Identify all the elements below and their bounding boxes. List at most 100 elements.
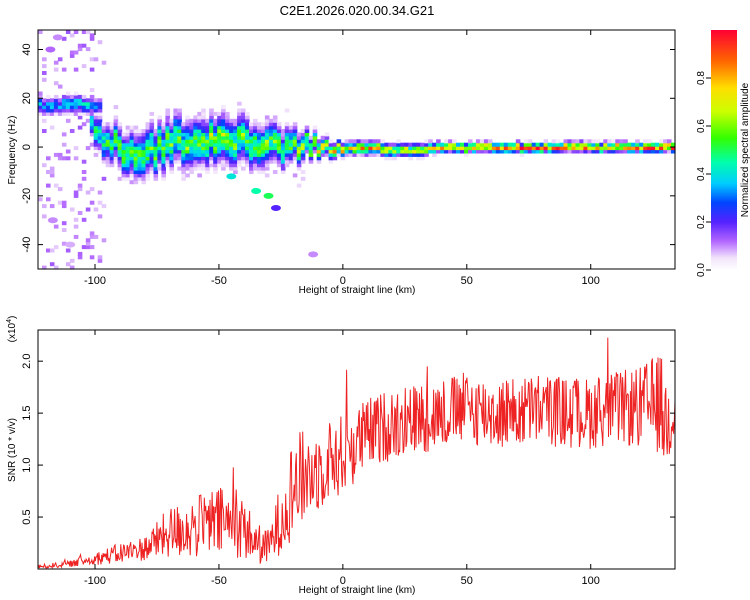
spectrogram-cell [308,156,314,161]
spectrogram-cell [89,108,95,113]
spectrogram-cell [555,142,561,147]
spectrogram-cell [89,118,95,123]
spectrogram-cell [61,156,67,161]
spectrogram-cell [551,149,557,154]
spectrogram-cell [428,142,433,147]
spectrogram-cell [85,190,91,195]
spectrogram-cell [38,111,43,116]
spectrogram-cell [647,149,652,154]
spectrogram-cell [257,132,262,137]
spectrogram-cell [663,146,668,151]
spectrogram-cell [288,125,294,130]
spectrogram-cell [631,149,636,154]
spectrogram-cell [201,118,206,123]
spectrogram-cell [372,146,377,151]
spectrogram-cell [117,125,123,130]
spectrogram-cell [436,149,441,154]
spectrogram-cell [121,163,127,168]
spectrogram-cell [587,139,592,144]
spectrogram-cell [300,156,306,161]
spectrogram-cell [213,156,218,161]
spectrogram-cell [332,152,338,157]
spectrogram-cell [53,265,59,270]
spectrogram-cell [177,166,182,171]
spectrogram-cell [117,132,123,137]
spectrogram-cell [579,146,584,151]
spectrogram-cell [264,159,270,164]
spectrogram-cell [344,152,350,157]
spectrogram-cell [97,125,103,130]
spectrogram-cell [61,108,67,113]
spectrogram-cell [61,94,67,99]
spectrogram-cell [340,156,346,161]
spectrogram-cell [257,163,262,168]
snr-x-tick-label: -100 [84,575,106,587]
spectrogram-cell [567,146,573,151]
spectrogram-cell [567,142,573,147]
spectrogram-cell [53,152,59,157]
spectrogram-cell [69,111,75,116]
spectrogram-cell [237,118,242,123]
spectrogram-cell [177,125,182,130]
spectrogram-y-tick-label: -20 [21,188,33,204]
spectrogram-cell [137,159,143,164]
spectrogram-cell [145,159,151,164]
spectrogram-cell [619,139,624,144]
spectrogram-cell [328,159,334,164]
spectrogram-cell [165,159,170,164]
spectrogram-cell [436,146,441,151]
spectrogram-cell [424,146,429,151]
spectrogram-cell [253,142,258,147]
spectrogram-cell [38,105,43,110]
spectrogram-cell [647,146,652,151]
spectrogram-cell [173,152,178,157]
spectrogram-cell [81,43,87,48]
spectrogram-cell [531,142,537,147]
spectrogram-cell [193,159,198,164]
spectrogram-cell [101,238,107,243]
colorbar-ticks: 0.0 0.2 0.4 0.6 0.8 [696,71,711,277]
spectrogram-cell [233,159,238,164]
spectrogram-cell [260,142,266,147]
spectrogram-cell [89,33,95,38]
spectrogram-cell [543,139,549,144]
spectrogram-cell [125,166,131,171]
spectrogram-cell [468,139,473,144]
spectrogram-cell [651,149,656,154]
spectrogram-cell [495,149,501,154]
spectrogram-cell [245,159,250,164]
spectrogram-cell [193,146,198,151]
spectrogram-cell [137,176,143,181]
spectrogram-cell [97,105,103,110]
spectrogram-cell [237,129,242,134]
spectrogram-cell [85,30,91,35]
spectrogram-cell [464,142,469,147]
spectrogram-cell [197,152,202,157]
spectrogram-cell [229,156,234,161]
spectrogram-cell [456,142,461,147]
spectrogram-cell [69,94,75,99]
spectrogram-cell [57,84,63,89]
spectrogram-cell [611,139,616,144]
spectrogram-cell [499,142,505,147]
spectrogram-cell [49,173,55,178]
spectrogram-cell [133,146,139,151]
spectrogram-cell [380,146,385,151]
spectrogram-cell [237,142,242,147]
spectrogram-cell [253,129,258,134]
spectrogram-cell [253,152,258,157]
spectrogram-cell [49,111,55,116]
spectrogram-cell [125,159,131,164]
spectrogram-cell [511,149,517,154]
spectrogram-cell [587,142,592,147]
spectrogram-cell [141,180,147,185]
spectrogram-cell [400,142,405,147]
spectrogram-cell [257,170,262,175]
spectrogram-cell [249,129,254,134]
spectrogram-cell [384,156,389,161]
spectrogram-cell [65,262,71,267]
spectrogram-cell [81,108,87,113]
spectrogram-cell [137,129,143,134]
spectrogram-cell [209,159,214,164]
spectrogram-cell [89,231,95,236]
